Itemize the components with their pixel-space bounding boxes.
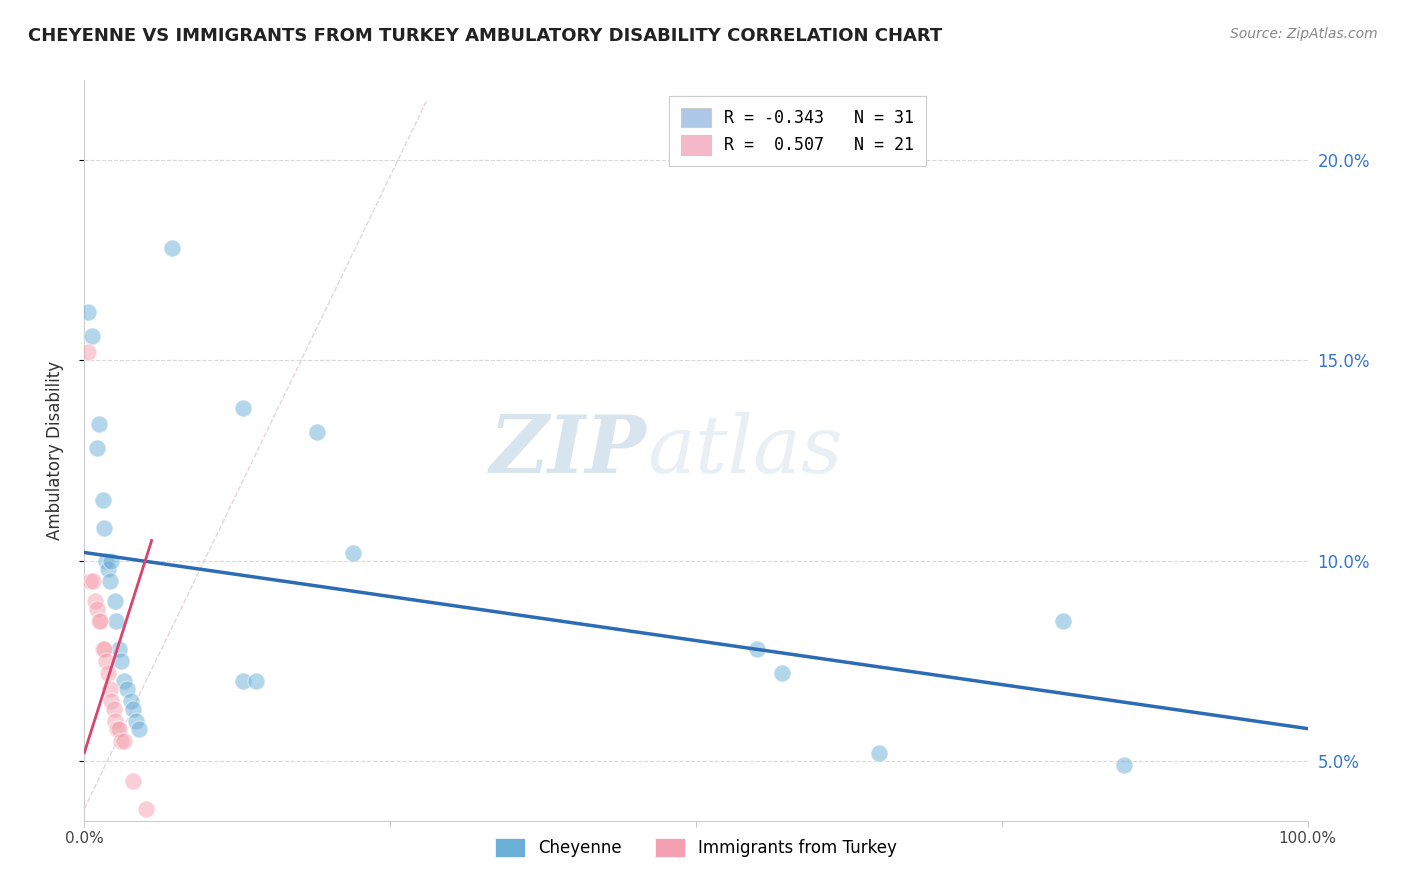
Point xyxy=(89,614,111,628)
Point xyxy=(86,601,108,615)
Point xyxy=(84,593,107,607)
Point xyxy=(135,802,157,816)
Point xyxy=(120,693,142,707)
Point xyxy=(232,401,254,416)
Text: ZIP: ZIP xyxy=(491,412,647,489)
Point xyxy=(98,681,121,696)
Point xyxy=(103,701,125,715)
Point xyxy=(77,345,100,359)
Y-axis label: Ambulatory Disability: Ambulatory Disability xyxy=(45,361,63,540)
Point xyxy=(97,561,120,575)
Point xyxy=(110,733,132,747)
Point xyxy=(87,614,110,628)
Point xyxy=(100,693,122,707)
Point xyxy=(1114,757,1136,772)
Point xyxy=(125,714,148,728)
Point xyxy=(110,654,132,668)
Point xyxy=(82,574,104,588)
Point xyxy=(98,574,121,588)
Point xyxy=(122,701,145,715)
Point xyxy=(245,673,267,688)
Text: Source: ZipAtlas.com: Source: ZipAtlas.com xyxy=(1230,27,1378,41)
Point xyxy=(96,553,118,567)
Point xyxy=(770,665,793,680)
Point xyxy=(1052,614,1074,628)
Point xyxy=(96,654,118,668)
Point xyxy=(91,641,114,656)
Point xyxy=(93,641,115,656)
Point xyxy=(128,722,150,736)
Point xyxy=(80,329,103,343)
Point xyxy=(869,746,891,760)
Point xyxy=(162,241,184,255)
Point xyxy=(93,521,115,535)
Point xyxy=(104,714,127,728)
Point xyxy=(105,722,128,736)
Point xyxy=(112,733,135,747)
Point xyxy=(342,545,364,559)
Text: CHEYENNE VS IMMIGRANTS FROM TURKEY AMBULATORY DISABILITY CORRELATION CHART: CHEYENNE VS IMMIGRANTS FROM TURKEY AMBUL… xyxy=(28,27,942,45)
Point xyxy=(112,673,135,688)
Point xyxy=(100,553,122,567)
Point xyxy=(305,425,328,440)
Point xyxy=(232,673,254,688)
Point xyxy=(91,493,114,508)
Point xyxy=(107,641,129,656)
Point xyxy=(97,665,120,680)
Text: atlas: atlas xyxy=(647,412,842,489)
Point xyxy=(79,574,101,588)
Point xyxy=(86,442,108,456)
Point xyxy=(77,305,100,319)
Point xyxy=(87,417,110,432)
Point xyxy=(122,773,145,788)
Point xyxy=(107,722,129,736)
Point xyxy=(105,614,128,628)
Point xyxy=(115,681,138,696)
Point xyxy=(747,641,769,656)
Point xyxy=(104,593,127,607)
Legend: Cheyenne, Immigrants from Turkey: Cheyenne, Immigrants from Turkey xyxy=(488,831,904,864)
